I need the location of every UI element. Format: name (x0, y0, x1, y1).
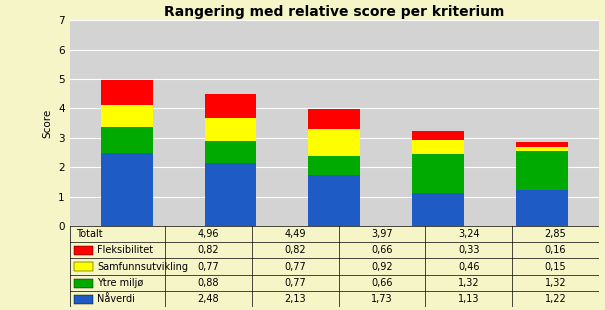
Bar (165, 291, 599, 307)
Bar (70, 226, 165, 307)
Bar (309, 156, 360, 175)
Text: Samfunnsutvikling: Samfunnsutvikling (97, 262, 188, 272)
Bar (165, 226, 599, 242)
Bar (165, 275, 599, 291)
Bar (309, 109, 360, 129)
Bar (516, 190, 568, 226)
Text: 1,73: 1,73 (371, 294, 393, 304)
Text: 0,66: 0,66 (371, 245, 393, 255)
Bar (412, 140, 464, 154)
Text: 1,32: 1,32 (458, 278, 480, 288)
Text: 0,92: 0,92 (371, 262, 393, 272)
Text: Nåverdi: Nåverdi (97, 294, 136, 304)
Bar (74, 279, 93, 287)
Text: 2,13: 2,13 (284, 294, 306, 304)
Text: 0,77: 0,77 (284, 278, 306, 288)
Text: 0,82: 0,82 (198, 245, 219, 255)
Text: 0,82: 0,82 (284, 245, 306, 255)
Bar (165, 242, 599, 259)
Text: 4,49: 4,49 (284, 229, 306, 239)
Text: 0,16: 0,16 (545, 245, 566, 255)
Bar (74, 295, 93, 304)
Bar (74, 246, 93, 255)
Bar (412, 193, 464, 226)
Text: 0,66: 0,66 (371, 278, 393, 288)
Text: 1,13: 1,13 (458, 294, 480, 304)
Text: 4,96: 4,96 (198, 229, 219, 239)
Y-axis label: Score: Score (42, 108, 53, 138)
Text: 1,22: 1,22 (544, 294, 566, 304)
Bar (165, 259, 599, 275)
Bar (309, 175, 360, 226)
Bar (100, 127, 152, 153)
Bar (516, 151, 568, 190)
Bar (204, 118, 257, 141)
Text: 0,88: 0,88 (198, 278, 219, 288)
Bar (100, 104, 152, 127)
Bar (204, 94, 257, 118)
Text: 2,85: 2,85 (544, 229, 566, 239)
Bar (100, 81, 152, 104)
Text: 3,97: 3,97 (371, 229, 393, 239)
Text: 0,46: 0,46 (458, 262, 480, 272)
Bar (412, 154, 464, 193)
Text: Fleksibilitet: Fleksibilitet (97, 245, 154, 255)
Text: 0,77: 0,77 (284, 262, 306, 272)
Text: 0,15: 0,15 (544, 262, 566, 272)
Text: Ytre miljø: Ytre miljø (97, 278, 143, 288)
Title: Rangering med relative score per kriterium: Rangering med relative score per kriteri… (164, 5, 505, 19)
Bar (204, 163, 257, 226)
Bar (516, 147, 568, 151)
Text: Totalt: Totalt (76, 229, 103, 239)
Bar (309, 129, 360, 156)
Text: 3,24: 3,24 (458, 229, 480, 239)
Bar (204, 141, 257, 163)
Text: 0,77: 0,77 (198, 262, 219, 272)
Text: 1,32: 1,32 (544, 278, 566, 288)
Bar (74, 263, 93, 271)
Bar (100, 153, 152, 226)
Text: 0,33: 0,33 (458, 245, 480, 255)
Bar (412, 131, 464, 140)
Text: 2,48: 2,48 (198, 294, 219, 304)
Bar (516, 142, 568, 147)
